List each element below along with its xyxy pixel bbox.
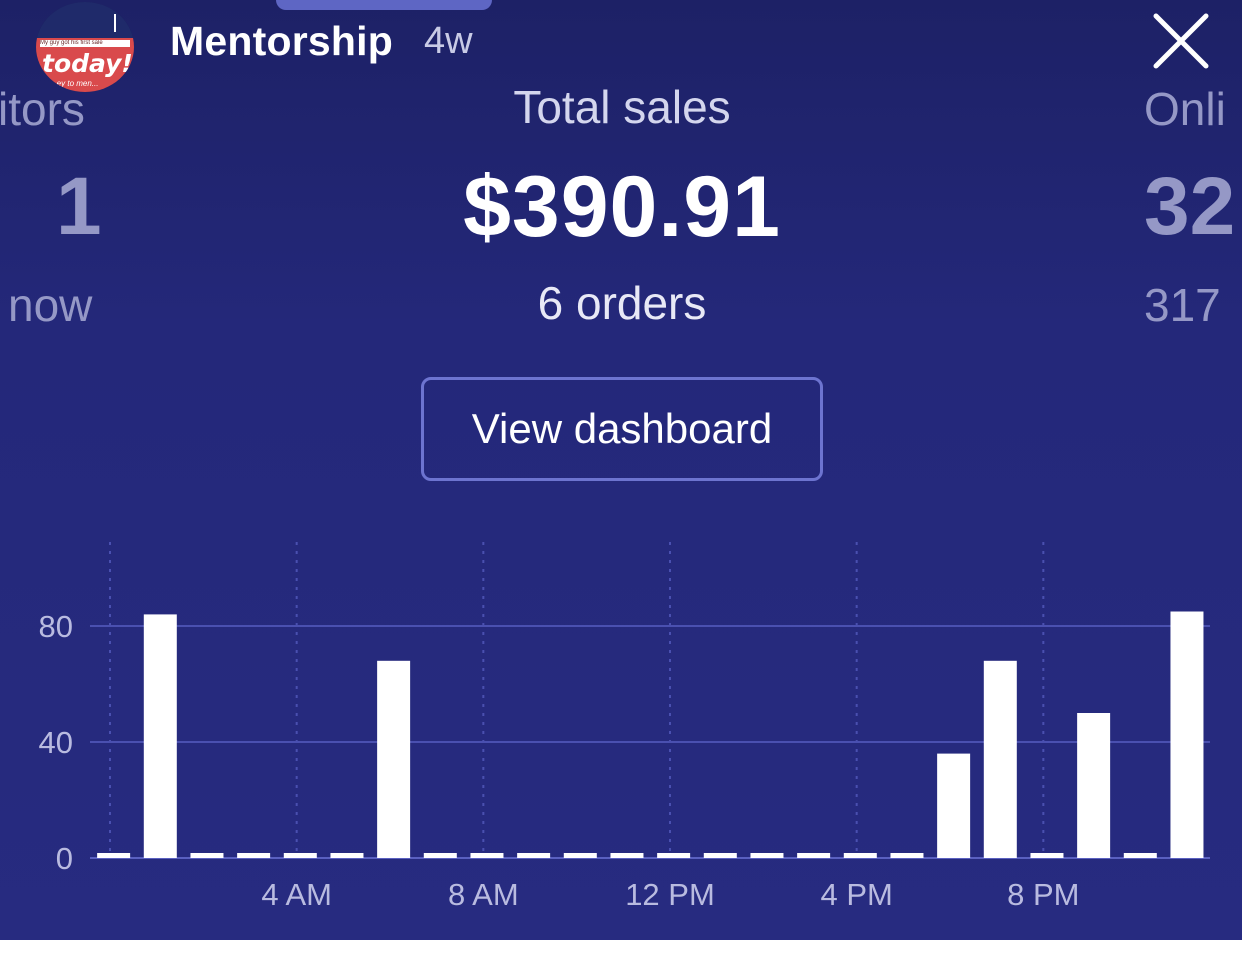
bar-hour-14[interactable] [750, 853, 784, 858]
story-frame: My guy got his first sale today! ...ey t… [0, 0, 1242, 940]
bar-hour-18[interactable] [937, 753, 971, 858]
left-metric-label: itors [0, 83, 85, 135]
x-tick-label: 4 PM [820, 877, 892, 912]
bar-hour-23[interactable] [1170, 611, 1204, 859]
x-tick-label: 4 AM [261, 877, 332, 912]
avatar-subcaption: ...ey to men... [50, 79, 99, 88]
bar-hour-22[interactable] [1123, 853, 1157, 858]
bar-hour-20[interactable] [1030, 853, 1064, 858]
bar-hour-6[interactable] [377, 660, 411, 858]
bottom-strip [0, 940, 1242, 963]
orders-count: 6 orders [537, 277, 707, 329]
bar-hour-21[interactable] [1077, 713, 1111, 858]
y-tick-label: 40 [39, 725, 73, 760]
bar-hour-10[interactable] [563, 853, 597, 858]
bar-hour-9[interactable] [517, 853, 551, 858]
bar-hour-4[interactable] [283, 853, 317, 858]
avatar[interactable]: My guy got his first sale today! ...ey t… [36, 2, 134, 92]
bar-hour-19[interactable] [983, 660, 1017, 858]
bar-hour-7[interactable] [423, 853, 457, 858]
total-sales-value: $390.91 [463, 159, 781, 255]
x-tick-label: 12 PM [625, 877, 715, 912]
story-title[interactable]: Mentorship [170, 18, 393, 64]
bar-hour-11[interactable] [610, 853, 644, 858]
top-tab-indicator [276, 0, 492, 10]
view-dashboard-button[interactable]: View dashboard [421, 377, 823, 481]
avatar-caption: My guy got his first sale [40, 40, 130, 47]
x-tick-label: 8 PM [1007, 877, 1079, 912]
bar-hour-1[interactable] [143, 614, 177, 858]
sales-bar-chart: 80 40 0 4 AM 8 AM 12 PM 4 PM 8 PM [39, 542, 1210, 912]
bar-hour-15[interactable] [797, 853, 831, 858]
right-metric-value: 32 [1144, 161, 1236, 252]
right-metric-label: Onli [1144, 83, 1226, 135]
bar-hour-5[interactable] [330, 853, 364, 858]
close-icon[interactable] [1150, 12, 1212, 72]
bar-hour-3[interactable] [237, 853, 271, 858]
y-tick-label: 0 [56, 841, 73, 876]
bar-hour-0[interactable] [97, 853, 131, 858]
bar-hour-13[interactable] [703, 853, 737, 858]
bar-hour-17[interactable] [890, 853, 924, 858]
y-tick-label: 80 [39, 609, 73, 644]
story-age: 4w [424, 20, 473, 62]
bar-hour-2[interactable] [190, 853, 224, 858]
avatar-word: today! [42, 49, 133, 78]
x-tick-label: 8 AM [448, 877, 519, 912]
bar-hour-8[interactable] [470, 853, 504, 858]
bar-hour-16[interactable] [843, 853, 877, 858]
total-sales-label: Total sales [513, 81, 731, 133]
left-metric-sub: now [8, 279, 93, 331]
left-metric-value: 1 [56, 161, 102, 252]
right-metric-sub: 317 [1144, 279, 1221, 331]
bar-hour-12[interactable] [657, 853, 691, 858]
